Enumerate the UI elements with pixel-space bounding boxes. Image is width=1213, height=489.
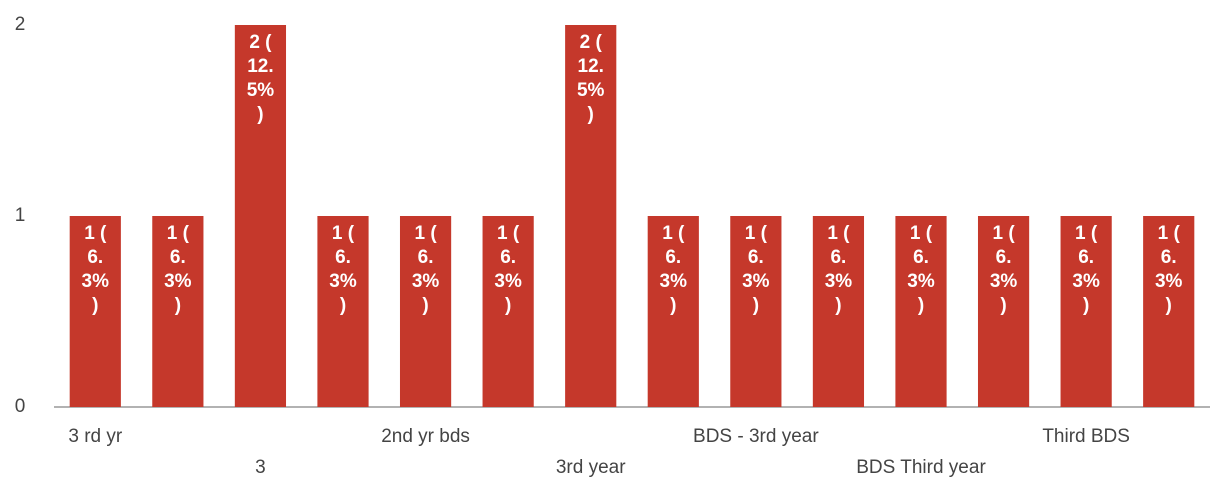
bar (234, 25, 287, 407)
value-label: 1 (6. 3%) (660, 223, 688, 316)
x-tick-label: Third BDS (1042, 426, 1130, 447)
y-tick-label: 2 (15, 14, 26, 35)
value-label: 1 (6. 3%) (329, 223, 357, 316)
y-tick-label: 1 (15, 205, 26, 226)
bar (977, 216, 1030, 407)
bar (69, 216, 121, 407)
bar (1143, 216, 1195, 407)
bar (730, 216, 782, 407)
bar (482, 216, 534, 407)
value-label: 1 (6. 3%) (1155, 223, 1183, 316)
bar (895, 216, 947, 407)
value-label: 1 (6. 3%) (825, 223, 853, 316)
value-label: 1 (6. 3%) (907, 223, 935, 316)
bar (812, 216, 865, 407)
bar (317, 216, 369, 407)
value-label: 1 (6. 3%) (164, 223, 192, 316)
x-tick-label: 3rd year (556, 457, 626, 478)
bar (1060, 216, 1112, 407)
bar (399, 216, 452, 407)
bar (565, 25, 617, 407)
bar (647, 216, 699, 407)
value-label: 1 (6. 3%) (82, 223, 110, 316)
value-label: 1 (6. 3%) (742, 223, 770, 316)
value-label: 1 (6. 3%) (494, 223, 522, 316)
x-tick-label: BDS - 3rd year (693, 426, 819, 447)
value-label: 2 (12. 5%) (247, 32, 275, 125)
value-label: 1 (6. 3%) (990, 223, 1018, 316)
value-label: 1 (6. 3%) (1072, 223, 1100, 316)
x-tick-label: BDS Third year (856, 457, 986, 478)
x-tick-label: 2nd yr bds (381, 426, 470, 447)
y-tick-label: 0 (15, 396, 26, 417)
x-tick-label: 3 rd yr (68, 426, 123, 447)
bar (152, 216, 204, 407)
value-label: 1 (6. 3%) (412, 223, 440, 316)
value-label: 2 (12. 5%) (577, 32, 605, 125)
x-tick-label: 3 (255, 457, 266, 478)
